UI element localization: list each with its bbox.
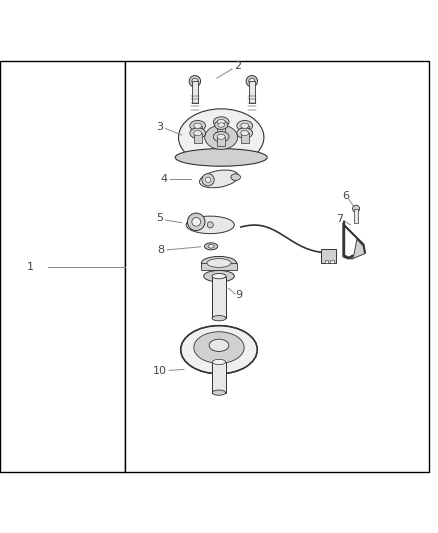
Bar	[201, 263, 237, 270]
Bar	[212, 362, 226, 393]
Ellipse shape	[217, 119, 225, 125]
Ellipse shape	[237, 128, 253, 139]
Ellipse shape	[231, 174, 240, 181]
Bar	[194, 126, 201, 135]
Bar	[125, 61, 429, 472]
Ellipse shape	[204, 270, 234, 282]
Ellipse shape	[205, 243, 218, 250]
Ellipse shape	[241, 123, 249, 128]
Ellipse shape	[212, 316, 226, 321]
Ellipse shape	[218, 123, 224, 127]
Polygon shape	[343, 223, 365, 259]
Ellipse shape	[207, 259, 231, 268]
Ellipse shape	[186, 216, 234, 233]
Bar	[194, 133, 201, 143]
Text: 1: 1	[27, 262, 34, 271]
Ellipse shape	[213, 117, 229, 127]
Text: 7: 7	[336, 214, 343, 224]
Ellipse shape	[213, 132, 229, 142]
Circle shape	[207, 222, 213, 228]
Text: 6: 6	[343, 191, 350, 201]
Circle shape	[202, 174, 214, 186]
Ellipse shape	[200, 170, 238, 188]
FancyBboxPatch shape	[321, 249, 336, 263]
Circle shape	[246, 76, 258, 87]
Text: 9: 9	[235, 290, 242, 300]
Bar	[0, 61, 125, 472]
Ellipse shape	[190, 120, 205, 131]
Ellipse shape	[212, 273, 226, 279]
Ellipse shape	[179, 109, 264, 166]
Bar	[241, 133, 249, 143]
Ellipse shape	[212, 390, 226, 395]
Bar	[217, 137, 225, 147]
Ellipse shape	[209, 339, 229, 351]
Ellipse shape	[175, 149, 267, 166]
Circle shape	[249, 78, 255, 84]
Ellipse shape	[237, 120, 253, 131]
Ellipse shape	[205, 125, 237, 149]
Bar	[241, 126, 249, 135]
Bar	[354, 209, 358, 223]
Circle shape	[187, 213, 205, 231]
Text: 4: 4	[161, 174, 168, 184]
Ellipse shape	[217, 134, 225, 140]
Bar	[330, 260, 334, 263]
Circle shape	[192, 217, 201, 226]
Text: 5: 5	[156, 213, 163, 223]
Text: 3: 3	[156, 122, 163, 132]
Ellipse shape	[194, 332, 244, 364]
Ellipse shape	[194, 123, 201, 128]
Ellipse shape	[180, 326, 257, 374]
Text: 10: 10	[153, 366, 167, 376]
Ellipse shape	[190, 128, 205, 139]
Ellipse shape	[215, 120, 228, 130]
Bar	[325, 260, 328, 263]
Bar	[249, 81, 255, 103]
Ellipse shape	[201, 256, 237, 270]
Text: 8: 8	[158, 245, 165, 255]
Ellipse shape	[212, 359, 226, 365]
Bar	[192, 81, 198, 103]
Ellipse shape	[208, 245, 214, 248]
Circle shape	[192, 78, 198, 84]
Bar	[212, 277, 226, 318]
Ellipse shape	[194, 131, 201, 136]
Circle shape	[189, 76, 201, 87]
Text: 2: 2	[234, 61, 241, 71]
Circle shape	[353, 205, 360, 212]
Ellipse shape	[241, 131, 249, 136]
Circle shape	[205, 177, 211, 182]
Bar	[217, 122, 225, 132]
